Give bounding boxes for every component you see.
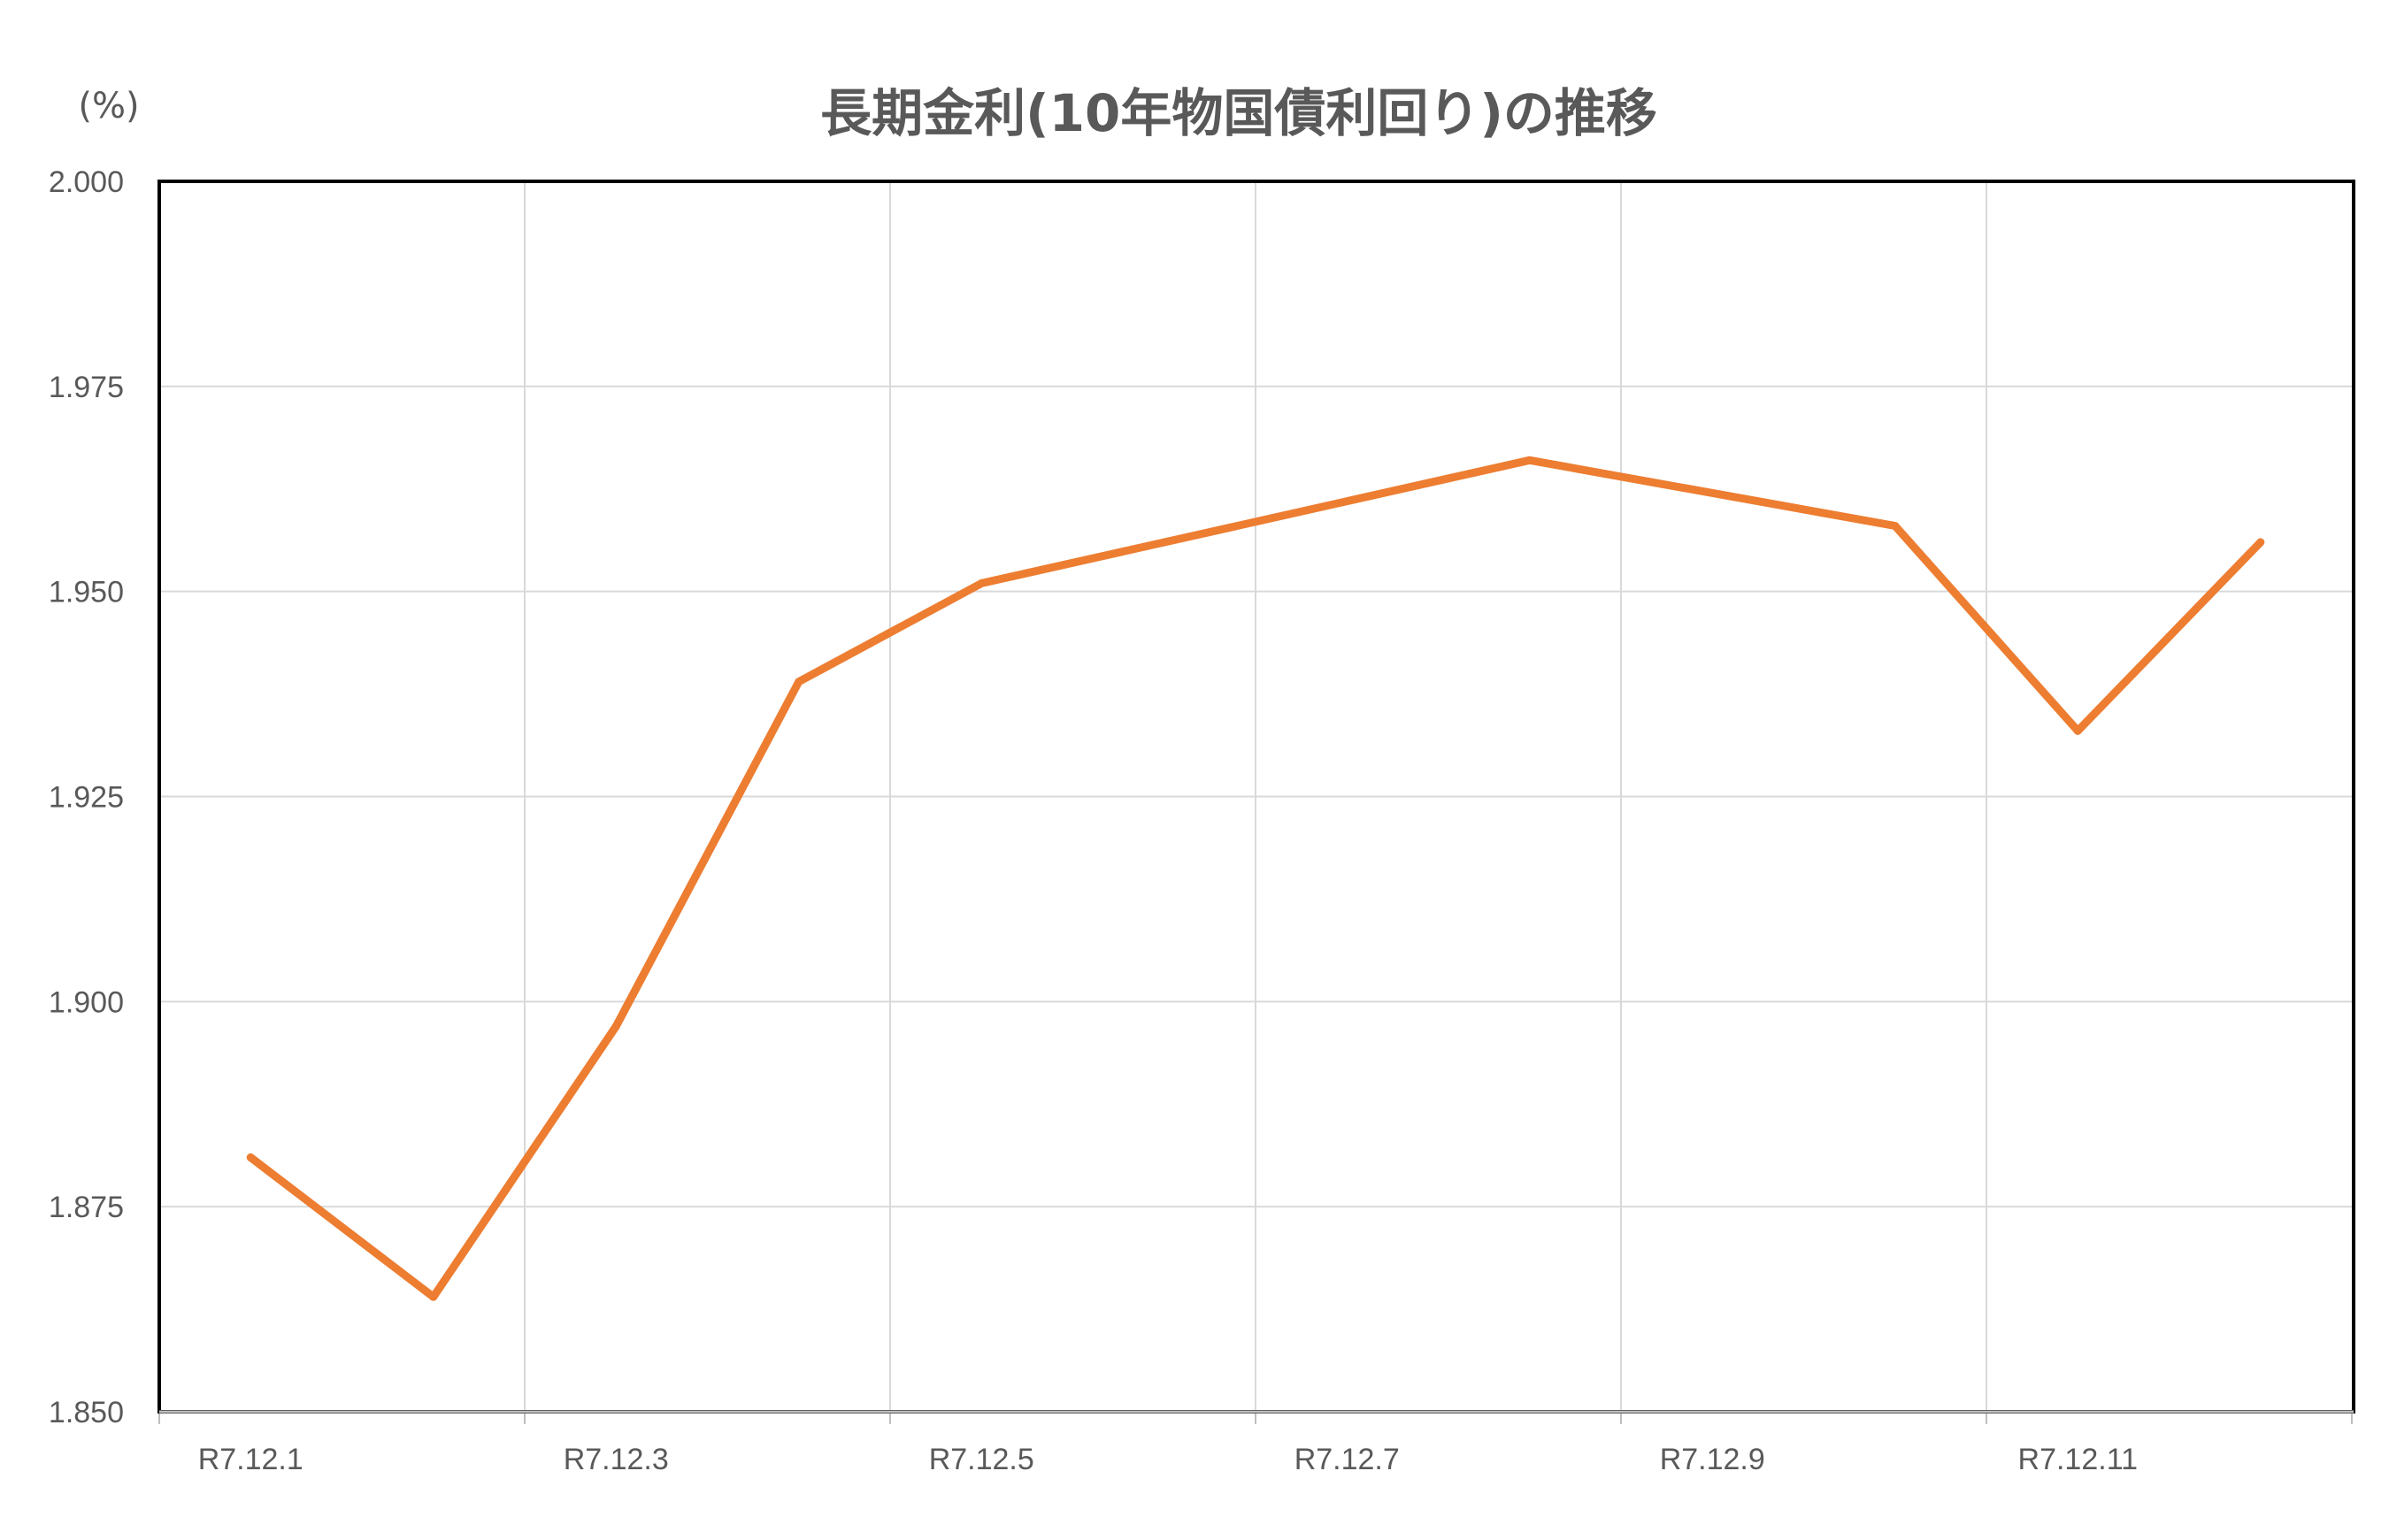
axes bbox=[157, 180, 2355, 1424]
x-tick-label: R7.12.3 bbox=[564, 1443, 669, 1476]
data-point bbox=[429, 1292, 438, 1301]
y-tick-label: 1.850 bbox=[49, 1396, 124, 1429]
y-tick-label: 1.950 bbox=[49, 576, 124, 609]
x-tick-label: R7.12.5 bbox=[929, 1443, 1034, 1476]
chart-title: 長期金利(10年物国債利回り)の推移 bbox=[820, 83, 1657, 143]
grid-lines bbox=[159, 180, 2354, 1412]
y-tick-label: 1.975 bbox=[49, 371, 124, 404]
x-tick-label: R7.12.7 bbox=[1294, 1443, 1400, 1476]
data-point bbox=[2256, 538, 2265, 547]
y-tick-label: 1.900 bbox=[49, 985, 124, 1019]
data-point bbox=[1525, 456, 1534, 464]
x-tick-label: R7.12.11 bbox=[2018, 1443, 2138, 1476]
series-lines bbox=[246, 456, 2265, 1301]
data-point bbox=[795, 678, 803, 686]
x-tick-label: R7.12.1 bbox=[198, 1443, 303, 1476]
data-point bbox=[246, 1153, 255, 1162]
data-point bbox=[977, 578, 986, 587]
tick-labels: 1.850 1.875 1.900 1.925 1.950 1.975 2.000 R7.12… bbox=[49, 165, 2138, 1476]
y-tick-label: 1.925 bbox=[49, 781, 124, 815]
x-tick-label: R7.12.9 bbox=[1660, 1443, 1765, 1476]
y-tick-label: 1.875 bbox=[49, 1191, 124, 1224]
data-point bbox=[611, 1022, 620, 1030]
y-tick-label: 2.000 bbox=[49, 165, 124, 199]
data-point bbox=[2073, 726, 2082, 735]
data-point bbox=[1891, 521, 1900, 530]
y-axis-unit-label: (%) bbox=[78, 86, 139, 126]
